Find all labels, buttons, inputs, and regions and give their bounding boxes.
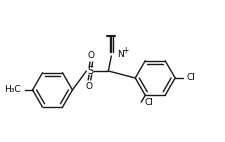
Text: Cl: Cl — [187, 73, 196, 83]
Text: +: + — [122, 46, 128, 55]
Text: H₃C: H₃C — [4, 85, 21, 94]
Text: N: N — [117, 50, 124, 59]
Text: O: O — [88, 51, 95, 59]
Text: O: O — [86, 83, 93, 91]
Text: Cl: Cl — [145, 98, 154, 107]
Text: S: S — [87, 66, 93, 76]
